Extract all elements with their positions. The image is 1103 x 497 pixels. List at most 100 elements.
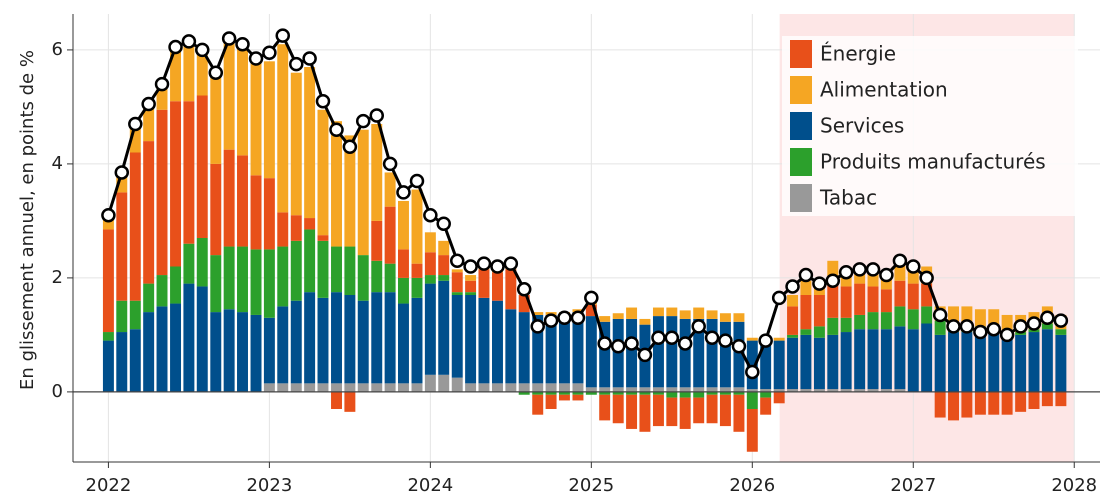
bar-segment (813, 294, 825, 327)
x-tick-label: 2022 (86, 475, 132, 496)
bar-segment (183, 283, 195, 392)
bar-segment (652, 391, 664, 395)
bar-segment (237, 312, 248, 392)
total-point (248, 51, 264, 66)
bar-segment (250, 58, 262, 176)
bar-segment (934, 391, 946, 418)
bar-segment (250, 249, 262, 315)
total-point (584, 290, 599, 306)
bar-segment (652, 307, 664, 317)
bar-segment (693, 397, 705, 424)
bar-segment (304, 383, 316, 392)
total-point (235, 36, 250, 52)
legend-box (782, 36, 1078, 216)
bar-segment (518, 294, 530, 313)
bar-segment (371, 383, 383, 392)
bar-segment (894, 280, 906, 307)
bar-segment (438, 374, 450, 392)
total-point (141, 96, 156, 112)
bar-segment (384, 206, 396, 264)
bar-segment (907, 283, 919, 310)
bar-segment (612, 313, 624, 319)
total-point (1026, 316, 1042, 331)
bar-segment (558, 314, 570, 384)
bar-segment (733, 391, 745, 395)
total-point (423, 207, 438, 223)
bar-segment (652, 316, 664, 388)
bar-segment (787, 389, 799, 392)
bar-segment (371, 124, 383, 221)
bar-segment (961, 306, 973, 324)
total-point (221, 31, 237, 46)
bar-segment (961, 391, 973, 418)
total-point (825, 273, 841, 288)
bar-segment (639, 391, 651, 395)
bar-segment (800, 389, 812, 392)
bar-segment (1028, 391, 1040, 409)
total-point (1053, 313, 1069, 328)
bar-segment (357, 129, 369, 256)
bar-segment (102, 229, 114, 333)
x-tick-label: 2027 (890, 475, 936, 496)
bar-segment (1015, 334, 1027, 392)
bar-segment (424, 374, 436, 392)
bar-segment (170, 303, 182, 392)
bar-segment (277, 44, 289, 213)
y-tick-label: 2 (52, 267, 63, 288)
bar-segment (102, 332, 114, 341)
bar-segment (532, 312, 544, 315)
x-tick-label: 2025 (568, 475, 614, 496)
bar-segment (599, 387, 611, 392)
bar-segment (170, 266, 182, 304)
bar-segment (907, 266, 919, 284)
bar-segment (518, 312, 530, 384)
bar-segment (840, 286, 852, 318)
bar-segment (304, 292, 316, 384)
bar-segment (894, 389, 906, 392)
total-point (610, 339, 626, 354)
bar-segment (532, 391, 544, 395)
bar-segment (719, 394, 731, 427)
bar-segment (679, 318, 691, 388)
bar-segment (237, 44, 248, 156)
total-point (1040, 310, 1055, 326)
legend-swatch (790, 40, 812, 68)
bar-segment (143, 104, 155, 142)
total-point (275, 28, 290, 43)
bar-segment (156, 109, 168, 276)
total-point (946, 319, 961, 334)
bar-segment (921, 306, 933, 324)
bar-segment (317, 235, 329, 241)
bar-segment (1001, 314, 1013, 333)
bar-segment (773, 340, 785, 390)
bar-segment (626, 307, 638, 319)
bar-segment (156, 275, 168, 307)
total-point (208, 65, 224, 80)
total-point (637, 347, 653, 363)
bar-segment (438, 275, 450, 281)
bar-segment (666, 387, 678, 392)
x-tick-label: 2026 (729, 475, 775, 496)
bar-segment (988, 391, 1000, 415)
bar-segment (827, 334, 839, 390)
bar-segment (867, 286, 879, 313)
bar-segment (263, 383, 275, 392)
bar-segment (626, 394, 638, 429)
bar-segment (384, 172, 396, 207)
bar-segment (532, 394, 544, 415)
bar-segment (733, 387, 745, 392)
legend-label: Tabac (819, 186, 877, 210)
total-point (490, 259, 505, 274)
bar-segment (478, 269, 490, 298)
bar-segment (800, 280, 812, 295)
bar-segment (840, 317, 852, 333)
bar-segment (719, 387, 731, 392)
bar-segment (787, 294, 799, 307)
bar-segment (626, 391, 638, 395)
bar-segment (129, 329, 141, 392)
bar-segment (693, 387, 705, 392)
bar-segment (357, 300, 369, 384)
total-point (329, 122, 344, 137)
bar-segment (304, 229, 316, 293)
bar-segment (451, 292, 463, 295)
